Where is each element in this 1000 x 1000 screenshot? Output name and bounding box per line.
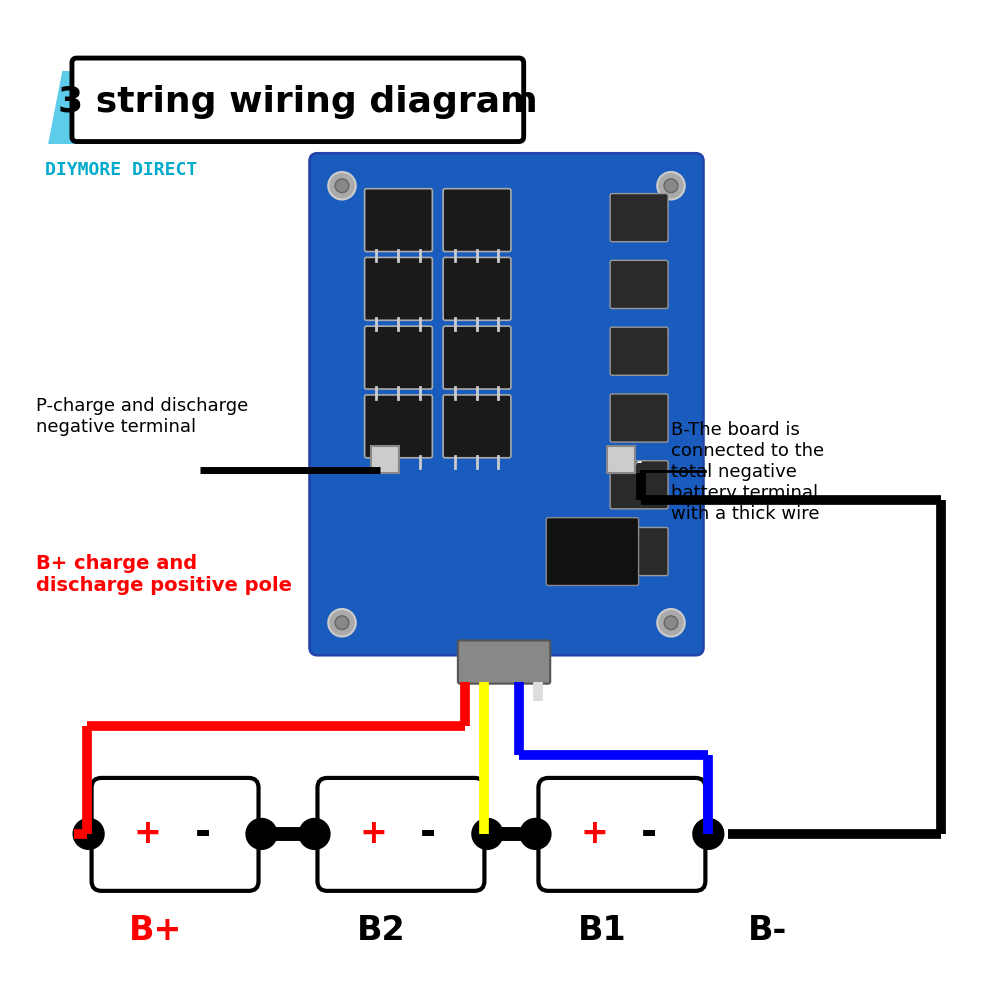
Text: 3 string wiring diagram: 3 string wiring diagram <box>58 85 538 119</box>
Text: -: - <box>420 815 436 853</box>
FancyBboxPatch shape <box>610 461 668 509</box>
Circle shape <box>300 819 329 849</box>
FancyBboxPatch shape <box>365 189 432 252</box>
FancyBboxPatch shape <box>92 778 259 891</box>
Circle shape <box>664 616 678 630</box>
Circle shape <box>74 819 103 849</box>
Text: -: - <box>194 815 211 853</box>
Text: B1: B1 <box>578 914 627 947</box>
FancyBboxPatch shape <box>610 327 668 375</box>
FancyBboxPatch shape <box>610 394 668 442</box>
FancyBboxPatch shape <box>443 395 511 458</box>
Circle shape <box>521 819 550 849</box>
Circle shape <box>694 819 723 849</box>
Text: D: D <box>45 68 128 165</box>
Circle shape <box>657 609 685 637</box>
Circle shape <box>473 819 502 849</box>
Circle shape <box>657 172 685 199</box>
Circle shape <box>328 172 356 199</box>
Text: B-The board is
connected to the
total negative
battery terminal
with a thick wir: B-The board is connected to the total ne… <box>671 421 824 523</box>
FancyBboxPatch shape <box>365 395 432 458</box>
FancyBboxPatch shape <box>538 778 705 891</box>
Circle shape <box>247 819 276 849</box>
FancyBboxPatch shape <box>610 260 668 308</box>
Bar <box>371 446 399 473</box>
Text: B-: B- <box>748 914 787 947</box>
Text: +: + <box>359 817 387 850</box>
Text: B+: B+ <box>129 914 182 947</box>
FancyBboxPatch shape <box>365 326 432 389</box>
Circle shape <box>335 616 349 630</box>
Text: M: M <box>95 68 194 165</box>
Bar <box>607 446 635 473</box>
FancyBboxPatch shape <box>72 58 524 142</box>
Text: P-charge and discharge
negative terminal: P-charge and discharge negative terminal <box>36 397 248 436</box>
Text: B-: B- <box>627 455 643 469</box>
FancyBboxPatch shape <box>317 778 484 891</box>
Circle shape <box>328 609 356 637</box>
Text: B+ charge and
discharge positive pole: B+ charge and discharge positive pole <box>36 554 292 595</box>
FancyBboxPatch shape <box>443 189 511 252</box>
FancyBboxPatch shape <box>546 518 639 585</box>
FancyBboxPatch shape <box>443 326 511 389</box>
Text: +: + <box>580 817 608 850</box>
FancyBboxPatch shape <box>310 153 703 655</box>
Text: +: + <box>134 817 161 850</box>
Text: -: - <box>641 815 657 853</box>
FancyBboxPatch shape <box>610 194 668 242</box>
FancyBboxPatch shape <box>443 257 511 320</box>
FancyBboxPatch shape <box>610 527 668 576</box>
FancyBboxPatch shape <box>365 257 432 320</box>
Text: B2: B2 <box>357 914 406 947</box>
Circle shape <box>335 179 349 193</box>
FancyBboxPatch shape <box>458 640 550 684</box>
Circle shape <box>664 179 678 193</box>
Text: P-: P- <box>381 455 397 469</box>
Text: DIYMORE DIRECT: DIYMORE DIRECT <box>45 161 198 179</box>
